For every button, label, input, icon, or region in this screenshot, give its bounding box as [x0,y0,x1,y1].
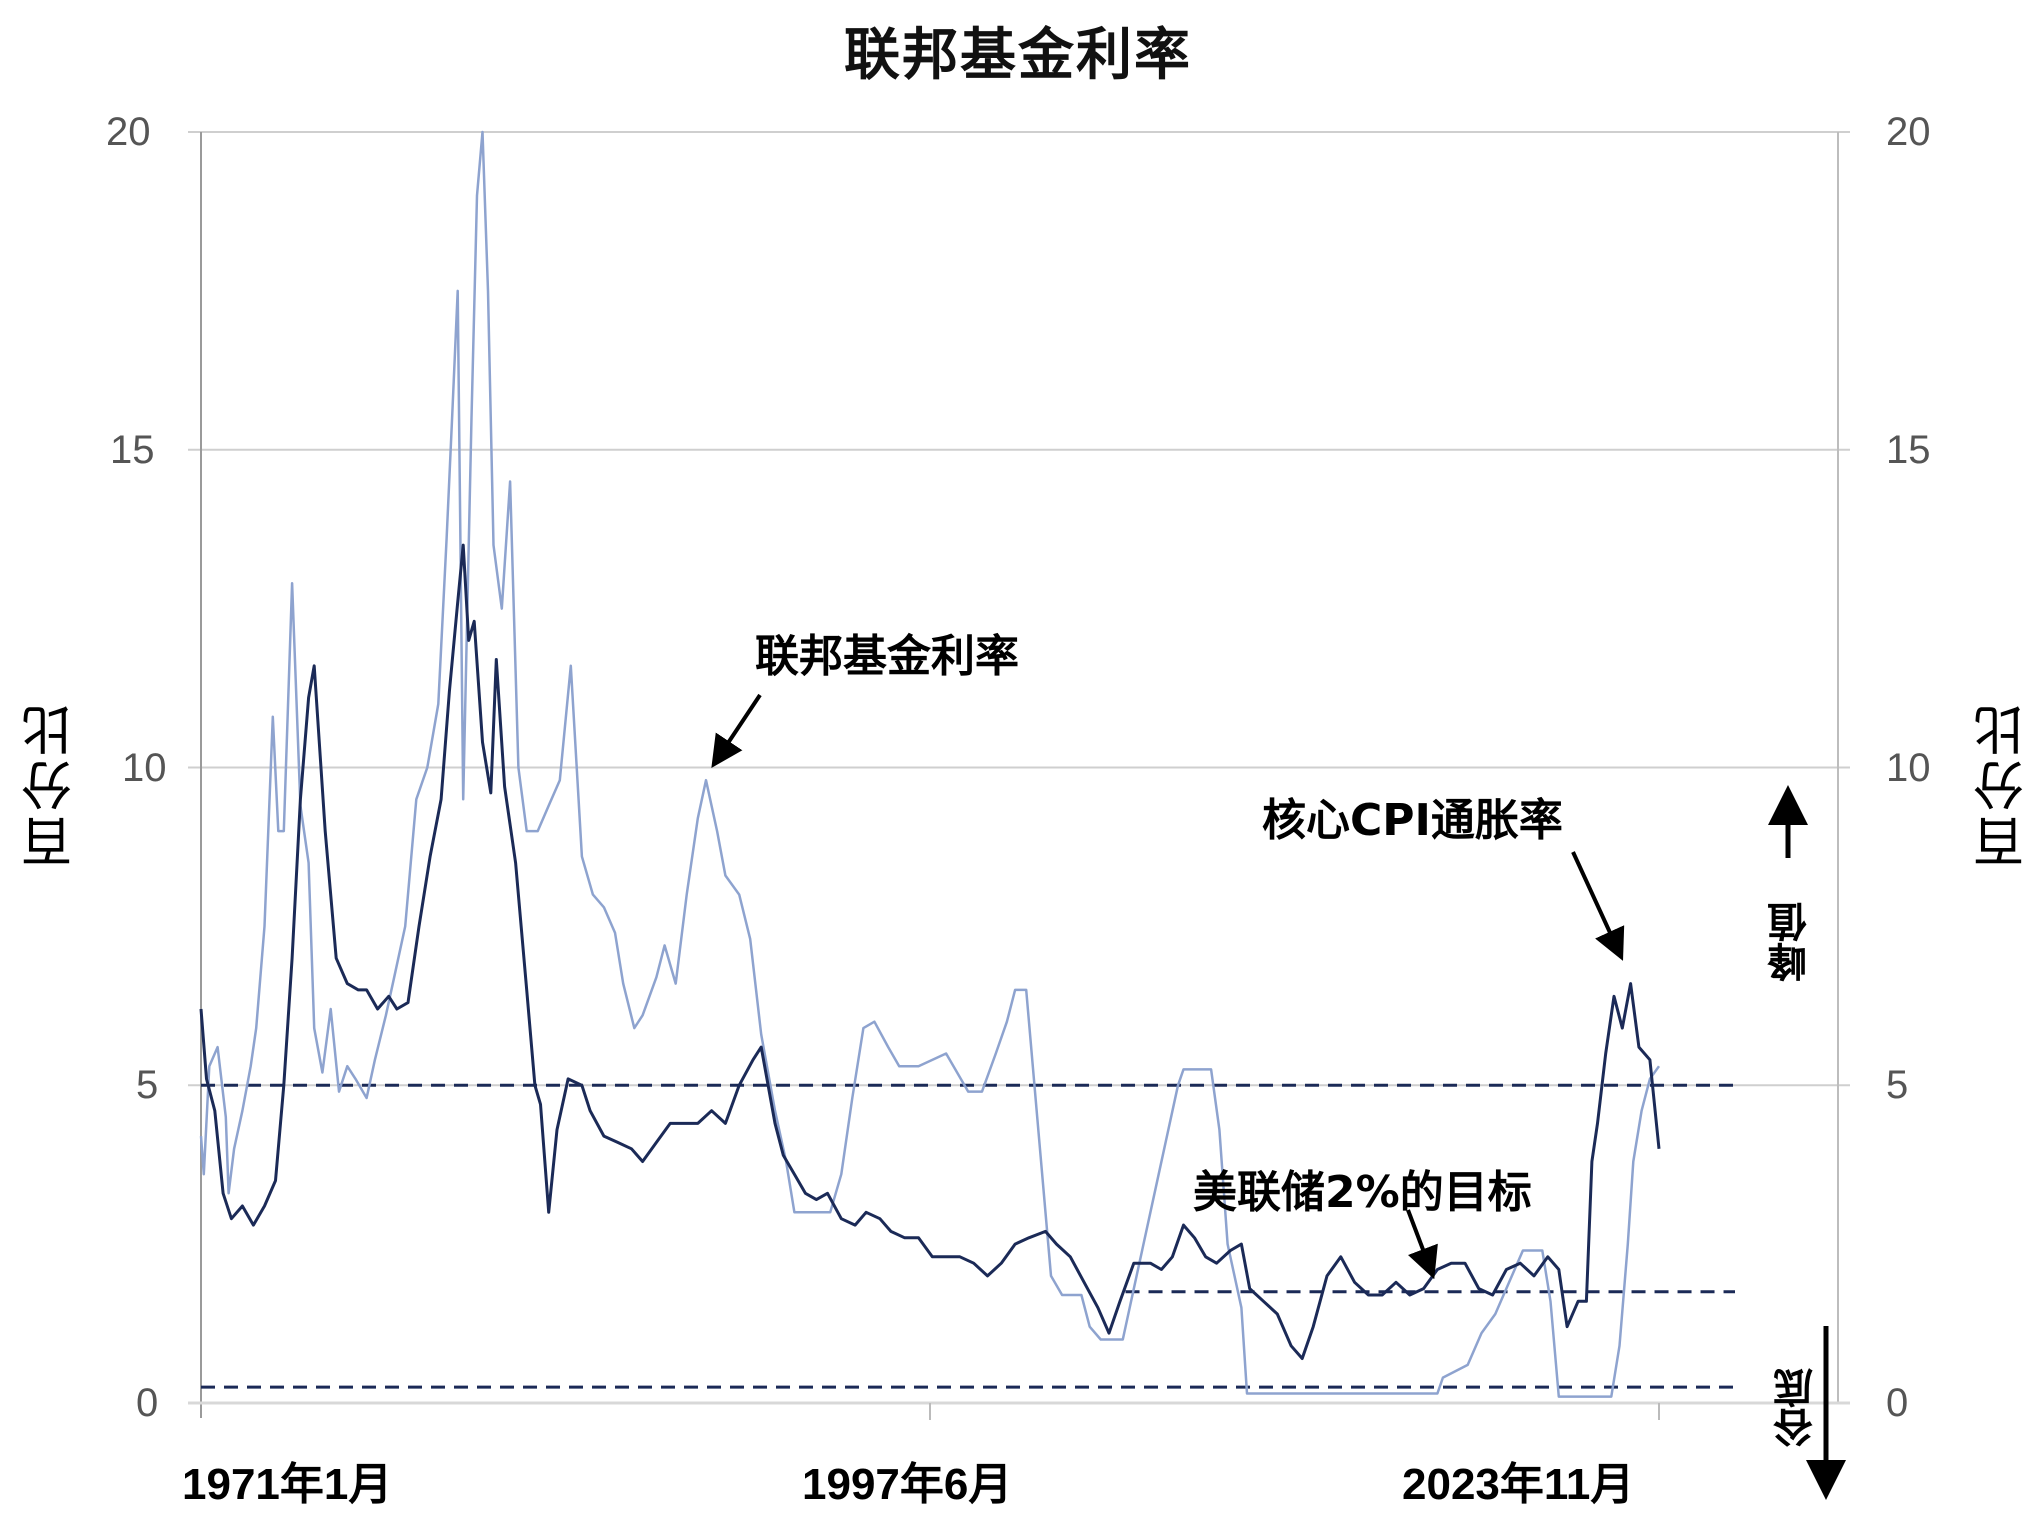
core-cpi-line [199,543,1661,1360]
y-tick-right-0: 0 [1886,1381,1909,1425]
y-tick-left-20: 20 [106,110,151,154]
y-tick-left-10: 10 [122,746,167,790]
y-tick-left-5: 5 [136,1063,159,1107]
y-tick-right-20: 20 [1886,110,1931,154]
reference-lines [201,1083,1735,1389]
x-tick-2023-11: 2023年11月 [1402,1460,1635,1509]
gridlines [188,131,1850,1087]
fed-funds-arrow-icon [711,693,762,768]
annotation-fed-funds: 联邦基金利率 [755,631,1019,682]
chart-title: 联邦基金利率 [844,23,1192,88]
label-peak: 峰值 [1768,902,1814,982]
y-tick-right-10: 10 [1886,746,1931,790]
label-trough: 谷底 [1774,1368,1820,1448]
y-tick-left-0: 0 [136,1381,159,1425]
core-cpi-arrow-icon [1571,851,1625,961]
y-tick-right-5: 5 [1886,1063,1909,1107]
annotation-fed-target: 美联储2%的目标 [1193,1167,1532,1218]
y-tick-right-15: 15 [1886,428,1931,472]
fed-target-arrow-icon [1406,1209,1438,1280]
fed-funds-rate-line [199,130,1661,1398]
x-tick-1971-01: 1971年1月 [182,1460,393,1509]
y-tick-left-15: 15 [110,428,155,472]
annotation-core-cpi: 核心CPI通胀率 [1262,795,1563,846]
x-tick-1997-06: 1997年6月 [802,1460,1013,1509]
